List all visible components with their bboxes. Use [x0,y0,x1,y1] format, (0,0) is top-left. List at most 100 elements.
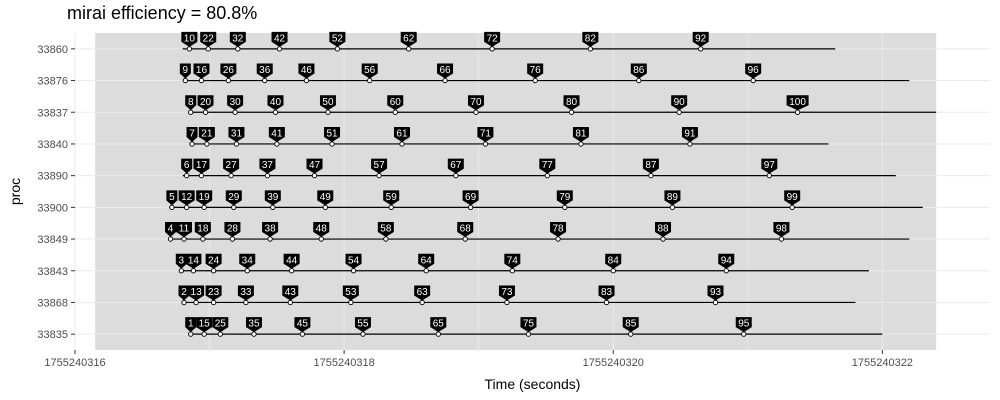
task-label: 6 [184,160,190,171]
task-marker [527,63,544,79]
task-point [610,268,616,274]
task-point [201,204,207,211]
task-label: 95 [738,319,750,330]
task-label: 37 [262,160,274,171]
task-marker [539,158,556,174]
task-marker [377,222,394,238]
task-label: 77 [542,160,554,171]
task-label: 18 [197,224,209,235]
task-label: 19 [199,192,211,203]
task-marker [283,253,300,269]
task-marker [572,126,589,142]
task-point [473,109,479,115]
task-marker [520,317,537,333]
task-point [329,141,335,147]
task-point [272,109,279,115]
task-point [210,268,217,274]
task-point [318,236,324,242]
task-label: 14 [188,255,200,266]
task-label: 51 [326,128,338,139]
task-marker [582,31,599,47]
task-label: 70 [470,97,482,108]
task-point [676,109,682,115]
task-marker [563,95,580,111]
task-point [210,299,217,306]
y-tick-label: 33900 [37,202,68,214]
y-tick-label: 33837 [37,107,68,119]
task-label: 26 [223,65,235,76]
task-marker [256,63,273,79]
task-marker [178,285,190,301]
task-label: 63 [417,287,429,298]
task-marker [186,126,198,142]
task-marker [707,285,724,301]
task-marker [185,253,202,269]
y-tick-label: 33868 [37,297,68,309]
task-point [303,77,310,84]
task-marker [188,285,205,301]
task-label: 72 [487,33,499,44]
task-marker [387,95,404,111]
task-marker [630,63,647,79]
task-point [489,46,495,52]
task-marker [282,285,299,301]
task-point [184,204,190,211]
task-point [188,109,194,115]
task-label: 86 [633,65,645,76]
task-label: 73 [501,287,513,298]
task-label: 65 [433,319,445,330]
task-label: 25 [215,319,227,330]
task-point [462,236,468,242]
task-marker [193,63,210,79]
task-label: 100 [789,97,806,108]
task-label: 56 [364,65,376,76]
task-label: 36 [259,65,271,76]
task-point [217,331,223,337]
task-marker [437,63,454,79]
task-marker [345,253,362,269]
task-marker [773,222,790,238]
y-tick-label: 33849 [37,234,68,246]
task-point [562,204,568,211]
task-point [778,236,785,242]
task-marker [317,190,334,206]
task-label: 8 [188,97,194,108]
task-marker [361,63,378,79]
task-point [270,204,276,211]
task-point [669,204,676,211]
task-label: 97 [764,160,776,171]
task-label: 41 [271,128,283,139]
task-label: 68 [460,224,472,235]
task-label: 69 [465,192,477,203]
task-marker [671,95,688,111]
task-point [442,77,448,84]
task-marker [225,190,242,206]
task-marker [268,126,285,142]
task-point [190,268,197,274]
task-point [235,46,241,52]
task-point [200,236,206,242]
task-point [181,299,187,306]
task-point [525,331,532,337]
task-label: 23 [208,287,220,298]
task-point [274,141,280,147]
task-marker [598,285,615,301]
task-point [267,236,273,242]
task-point [532,77,538,84]
task-point [182,77,188,84]
task-marker [692,31,709,47]
task-point [367,77,373,84]
task-point [578,141,584,147]
task-marker [185,95,197,111]
task-point [231,204,237,211]
task-label: 76 [530,65,542,76]
task-point [198,77,205,84]
task-marker [237,285,254,301]
task-label: 71 [480,128,492,139]
task-point [568,109,575,115]
task-label: 79 [559,192,571,203]
task-label: 5 [169,192,175,203]
task-marker [193,158,210,174]
task-point [648,172,654,179]
task-label: 54 [348,255,360,266]
